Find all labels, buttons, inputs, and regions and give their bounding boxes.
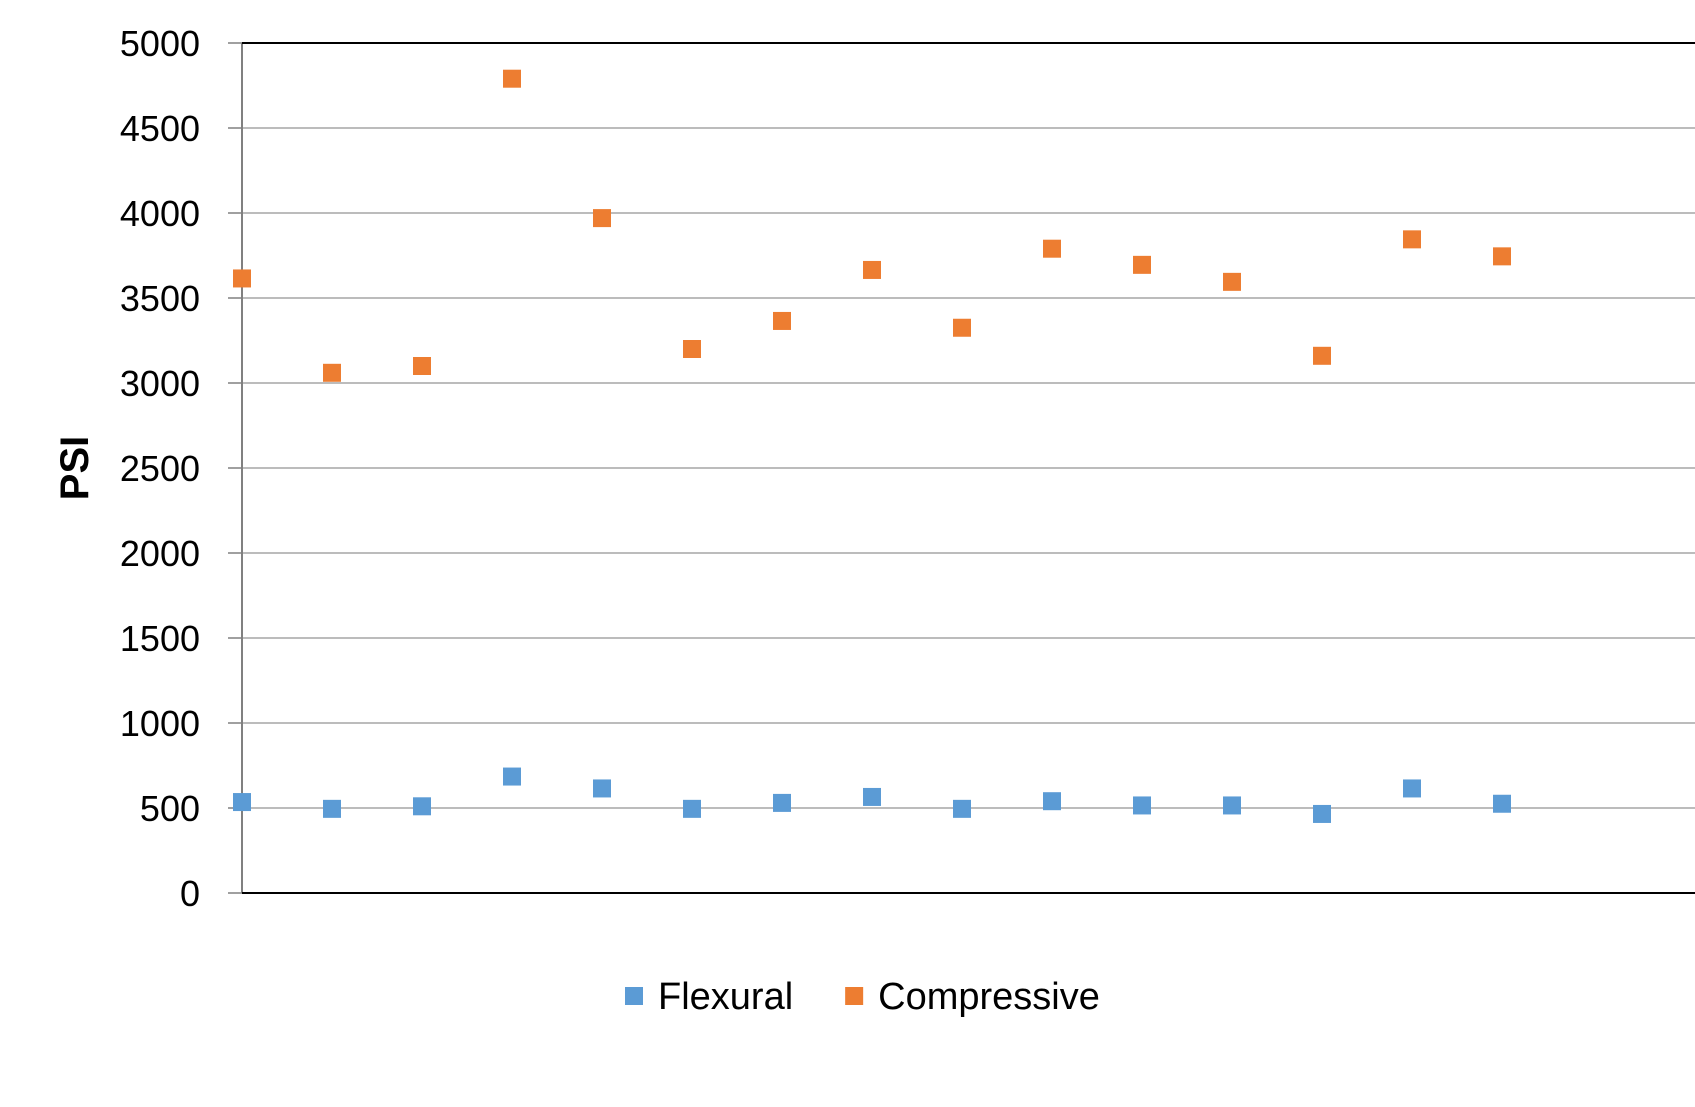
y-tick-label: 500 [140, 788, 200, 829]
gridlines [228, 42, 1695, 894]
y-tick-label: 2500 [120, 448, 200, 489]
y-tick-label: 1500 [120, 618, 200, 659]
data-point-flexural [953, 799, 971, 818]
data-point-flexural [863, 787, 881, 806]
data-point-flexural [773, 793, 791, 812]
data-point-compressive [683, 340, 701, 358]
data-point-compressive [1493, 247, 1511, 266]
data-point-flexural [1493, 794, 1511, 813]
data-point-flexural [1313, 804, 1331, 823]
data-point-flexural [323, 799, 341, 818]
data-point-compressive [233, 269, 251, 288]
y-tick-label: 0 [180, 873, 200, 914]
data-point-compressive [503, 69, 521, 88]
data-point-flexural [683, 799, 701, 818]
data-point-compressive [593, 209, 611, 228]
series-flexural [233, 767, 1511, 823]
data-point-flexural [1133, 796, 1151, 815]
legend-item-flexural: Flexural [625, 976, 793, 1018]
data-point-compressive [1403, 230, 1421, 249]
data-point-flexural [233, 793, 251, 812]
y-tick-label: 1000 [120, 703, 200, 744]
legend-label: Flexural [658, 976, 793, 1018]
y-tick-label: 3500 [120, 278, 200, 319]
data-point-flexural [1223, 796, 1241, 815]
y-tick-label: 3000 [120, 363, 200, 404]
data-point-compressive [953, 318, 971, 337]
y-tick-label: 5000 [120, 23, 200, 64]
data-point-flexural [593, 779, 611, 798]
data-point-flexural [1043, 792, 1061, 811]
data-point-compressive [1313, 346, 1331, 365]
y-axis-title: PSI [53, 436, 97, 500]
data-point-flexural [503, 767, 521, 786]
y-tick-labels: 0 500 1000 1500 2000 2500 3000 3500 4000 4500 5000 [120, 23, 200, 914]
series-compressive [233, 69, 1511, 382]
y-tick-label: 4000 [120, 193, 200, 234]
legend-swatch [625, 987, 643, 1005]
legend-label: Compressive [878, 976, 1100, 1018]
legend: Flexural Compressive [625, 976, 1100, 1018]
legend-swatch [845, 987, 864, 1005]
data-points [233, 69, 1511, 823]
y-tick-label: 4500 [120, 108, 200, 149]
data-point-compressive [863, 260, 881, 279]
data-point-compressive [1133, 255, 1151, 274]
legend-item-compressive: Compressive [845, 976, 1100, 1018]
data-point-flexural [1403, 779, 1421, 798]
y-tick-label: 2000 [120, 533, 200, 574]
data-point-compressive [413, 357, 431, 375]
data-point-flexural [413, 797, 431, 816]
data-point-compressive [1043, 239, 1061, 258]
axes [241, 42, 1695, 894]
data-point-compressive [1223, 272, 1241, 291]
data-point-compressive [323, 363, 341, 382]
data-point-compressive [773, 311, 791, 330]
